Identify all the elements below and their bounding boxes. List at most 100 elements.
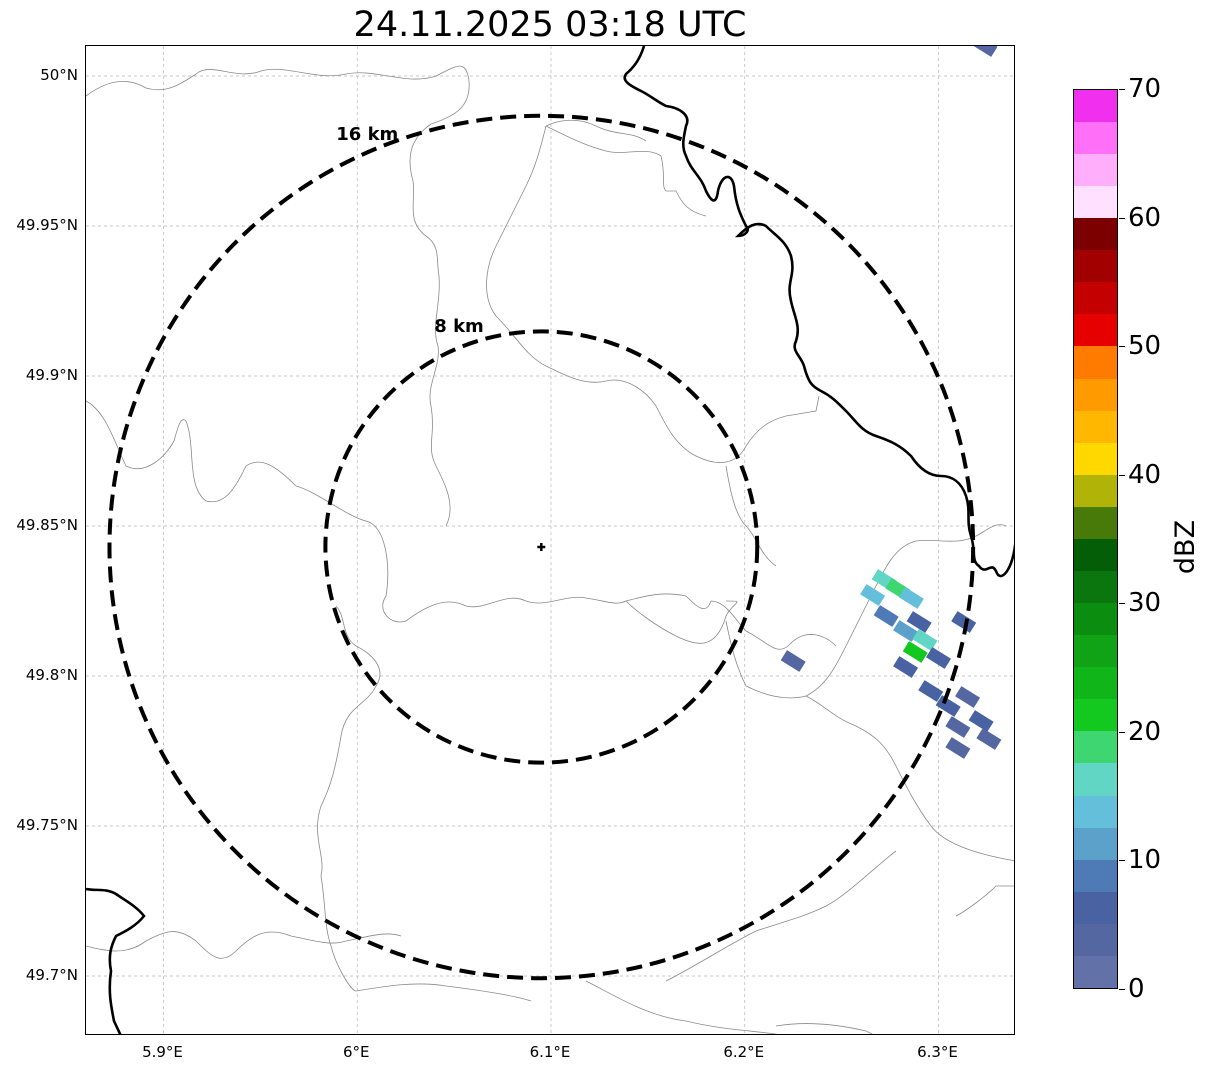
- boundary-line: [625, 600, 738, 644]
- range-ring: [107, 113, 976, 981]
- colorbar-tick: [1119, 346, 1125, 348]
- boundary-line: [86, 65, 470, 527]
- colorbar-bin: [1074, 410, 1117, 443]
- map-title: 24.11.2025 03:18 UTC: [353, 5, 747, 45]
- echo-cell: [951, 611, 977, 633]
- lat-tick-label: 49.9°N: [25, 366, 78, 384]
- radar-map[interactable]: [85, 45, 1015, 1035]
- echo-cell: [893, 656, 919, 678]
- boundary-line: [665, 850, 897, 982]
- colorbar-bin: [1074, 474, 1117, 507]
- boundary-line: [775, 1023, 873, 1034]
- colorbar-bin: [1074, 635, 1117, 668]
- colorbar-bin: [1074, 859, 1117, 892]
- colorbar-tick: [1119, 603, 1125, 605]
- colorbar-tick-label: 20: [1128, 716, 1162, 747]
- colorbar-bin: [1074, 570, 1117, 604]
- reflectivity-echoes: [780, 46, 1002, 759]
- lon-tick-label: 6°E: [342, 1043, 370, 1061]
- lon-tick-label: 6.2°E: [723, 1043, 765, 1061]
- range-ring-label: 8 km: [434, 315, 484, 337]
- colorbar-bin: [1074, 538, 1117, 571]
- colorbar-bin: [1074, 923, 1117, 956]
- colorbar-tick: [1119, 860, 1125, 862]
- colorbar-tick-label: 60: [1128, 202, 1162, 233]
- colorbar-bin: [1074, 218, 1117, 251]
- echo-cell: [955, 686, 981, 708]
- boundary-line: [545, 119, 647, 142]
- lat-tick-label: 49.95°N: [16, 216, 78, 234]
- colorbar-bin: [1074, 121, 1117, 154]
- boundary-line: [585, 980, 778, 1034]
- lon-tick-label: 6.3°E: [917, 1043, 958, 1061]
- colorbar-title: dBZ: [1169, 519, 1201, 575]
- colorbar-tick-label: 70: [1128, 74, 1162, 104]
- colorbar-bin: [1074, 89, 1117, 122]
- echo-cell: [893, 620, 919, 642]
- range-rings: [107, 113, 976, 981]
- colorbar-bin: [1074, 891, 1117, 924]
- boundary-line: [86, 400, 837, 650]
- colorbar-tick-label: 30: [1128, 588, 1162, 619]
- colorbar-bin: [1074, 282, 1117, 315]
- boundary-line: [805, 524, 1007, 697]
- colorbar-bin: [1074, 506, 1117, 539]
- colorbar-tick-label: 0: [1128, 974, 1145, 1004]
- echo-cell: [912, 629, 938, 651]
- echo-cell: [902, 641, 928, 663]
- colorbar-bin: [1074, 186, 1117, 219]
- lat-tick-label: 50°N: [40, 66, 78, 84]
- boundary-line: [545, 125, 707, 217]
- colorbar-tick: [1119, 474, 1125, 476]
- boundary-line: [486, 125, 820, 463]
- echo-cell: [976, 728, 1002, 750]
- colorbar-bin: [1074, 442, 1117, 475]
- lat-tick-label: 49.8°N: [25, 666, 78, 684]
- echo-cell: [925, 647, 952, 669]
- echo-cell: [898, 587, 924, 609]
- colorbar-bin: [1074, 314, 1117, 347]
- colorbar-bin: [1074, 955, 1117, 988]
- echo-cell: [873, 605, 899, 627]
- colorbar-bin: [1074, 250, 1117, 283]
- lat-tick-label: 49.7°N: [25, 966, 78, 984]
- echo-cell: [860, 584, 886, 606]
- colorbar-bin: [1074, 346, 1117, 379]
- colorbar-bin: [1074, 731, 1117, 764]
- lon-tick-label: 5.9°E: [142, 1043, 183, 1061]
- national-borders: [86, 46, 1014, 1034]
- colorbar: [1073, 89, 1118, 989]
- colorbar-bin: [1074, 667, 1117, 700]
- national-border: [86, 887, 146, 1034]
- colorbar-bin: [1074, 153, 1117, 187]
- national-border: [623, 46, 1014, 578]
- boundary-line: [955, 885, 1014, 917]
- echo-cell: [918, 680, 944, 702]
- echo-cell: [906, 611, 932, 633]
- colorbar-tick-label: 10: [1128, 845, 1162, 876]
- lon-tick-label: 6.1°E: [529, 1043, 571, 1061]
- boundary-line: [317, 605, 532, 1002]
- echo-cell: [968, 710, 994, 732]
- echo-cell: [945, 737, 971, 759]
- colorbar-bin: [1074, 763, 1117, 796]
- lat-tick-label: 49.85°N: [16, 516, 78, 534]
- colorbar-bin: [1074, 699, 1117, 732]
- colorbar-tick: [1119, 217, 1125, 219]
- colorbar-tick: [1119, 89, 1125, 90]
- admin-boundaries: [86, 65, 1014, 1034]
- radar-site-marker: [537, 543, 546, 551]
- boundary-line: [86, 931, 402, 959]
- echo-cell: [780, 650, 806, 672]
- lat-tick-label: 49.75°N: [16, 816, 78, 834]
- colorbar-tick-label: 50: [1128, 331, 1162, 362]
- colorbar-bin: [1074, 378, 1117, 411]
- colorbar-bin: [1074, 827, 1117, 860]
- colorbar-bin: [1074, 795, 1117, 828]
- colorbar-tick: [1119, 731, 1125, 733]
- boundary-line: [725, 465, 777, 567]
- graticule: [86, 46, 1014, 1034]
- colorbar-bin: [1074, 603, 1117, 636]
- range-ring: [323, 329, 760, 765]
- range-ring-label: 16 km: [336, 123, 399, 145]
